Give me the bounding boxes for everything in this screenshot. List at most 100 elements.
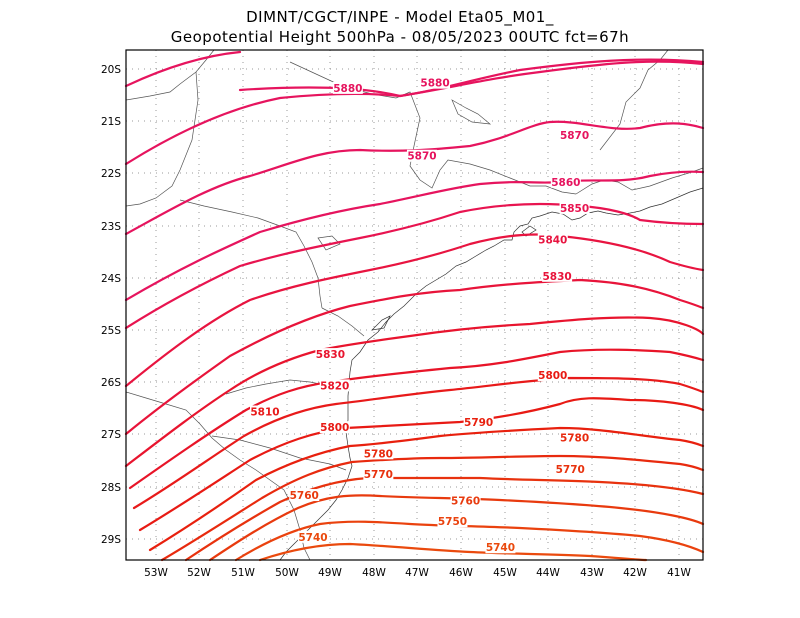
contour-label-bg	[315, 348, 346, 361]
lat-tick-label: 24S	[101, 273, 121, 285]
lon-tick-label: 48W	[362, 567, 386, 579]
contour-5790	[138, 397, 705, 532]
border-mg-rj	[575, 167, 704, 195]
contour-label-bg	[463, 415, 494, 428]
contour-label-bg	[555, 462, 586, 475]
lat-tick-label: 20S	[101, 64, 121, 76]
contour-label-bg	[289, 489, 320, 502]
lon-tick-label: 45W	[493, 567, 517, 579]
contour-label-bg	[319, 421, 350, 434]
lat-tick-label: 29S	[101, 534, 121, 546]
title-line-1: DIMNT/CGCT/INPE - Model Eta05_M01_	[246, 8, 554, 27]
contour-labels: 5880 5880 5870 5870 5860 5850 5840 5830 5830 5820…	[250, 76, 590, 554]
border-argentina	[125, 391, 311, 561]
lon-tick-label: 42W	[623, 567, 647, 579]
lon-tick-label: 51W	[231, 567, 255, 579]
contour-5740-b	[258, 542, 648, 562]
lon-tick-label: 44W	[536, 567, 560, 579]
lat-tick-label: 28S	[101, 482, 121, 494]
lon-tick-label: 50W	[275, 567, 299, 579]
contour-5820	[124, 316, 705, 468]
lat-tick-label: 22S	[101, 168, 121, 180]
contour-label: 5810	[250, 407, 279, 419]
lon-tick-label: 47W	[405, 567, 429, 579]
contour-5870	[124, 60, 705, 166]
contour-label-bg	[450, 494, 481, 507]
lat-tick-label: 23S	[101, 221, 121, 233]
contour-label-bg	[485, 541, 516, 554]
contour-label: 5750	[438, 516, 467, 528]
contour-label: 5880	[420, 78, 449, 90]
contour-label: 5830	[316, 349, 345, 361]
contour-label-bg	[406, 149, 437, 162]
contour-label: 5760	[290, 490, 319, 502]
lat-tick-label: 27S	[101, 429, 121, 441]
contour-label: 5850	[560, 203, 589, 215]
contour-5810	[128, 348, 705, 490]
contour-label: 5820	[320, 380, 349, 392]
contour-5830-a	[124, 233, 705, 388]
map-border	[125, 49, 704, 561]
lon-tick-label: 41W	[667, 567, 691, 579]
contour-label-bg	[363, 468, 394, 481]
lat-tick-label: 25S	[101, 325, 121, 337]
contour-label: 5780	[364, 448, 393, 460]
contour-label-bg	[550, 175, 581, 188]
contour-label-bg	[559, 201, 590, 214]
lon-tick-label: 53W	[144, 567, 168, 579]
contour-label: 5790	[464, 417, 493, 429]
contour-label: 5800	[538, 370, 567, 382]
lat-axis: 20S 21S 22S 23S 24S 25S 26S 27S 28S 29S	[101, 64, 121, 546]
contour-label-bg	[537, 233, 568, 246]
paranagua-bay	[370, 315, 391, 331]
lake-mg	[451, 99, 492, 125]
contour-label-bg	[250, 405, 280, 418]
contour-label: 5870	[407, 151, 436, 163]
contour-label-bg	[363, 447, 394, 460]
contour-label-bg	[559, 128, 590, 141]
contour-label: 5800	[320, 422, 349, 434]
lon-tick-label: 43W	[580, 567, 604, 579]
border-ms-sp	[179, 199, 323, 309]
contour-5770	[160, 454, 705, 562]
contour-5750	[208, 494, 705, 562]
contour-label: 5740	[298, 532, 327, 544]
contour-label: 5770	[364, 469, 393, 481]
contour-label-bg	[297, 530, 328, 543]
border-upper-left	[125, 49, 215, 101]
contour-label: 5870	[560, 130, 589, 142]
contour-label: 5770	[556, 464, 585, 476]
contours	[124, 50, 705, 562]
contour-5780	[148, 426, 705, 552]
contour-label-bg	[420, 76, 451, 89]
contour-label-bg	[542, 269, 573, 282]
contour-label: 5830	[543, 271, 572, 283]
contour-5860	[124, 120, 705, 236]
basemap-lines	[125, 49, 704, 561]
title-line-2: Geopotential Height 500hPa - 08/05/2023 …	[171, 28, 629, 46]
map-frame	[126, 50, 703, 560]
contour-5830-b	[124, 278, 705, 436]
contour-5800	[132, 376, 705, 510]
contour-label-bg	[319, 379, 350, 392]
map-area: 5880 5880 5870 5870 5860 5850 5840 5830 5830 5820…	[124, 49, 705, 562]
lon-tick-label: 52W	[187, 567, 211, 579]
border-parana-sp	[125, 71, 199, 207]
contour-label: 5840	[538, 234, 567, 246]
contour-label: 5780	[560, 433, 589, 445]
contour-5840	[124, 202, 705, 330]
contour-label: 5760	[451, 495, 480, 507]
contour-label-bg	[332, 81, 363, 94]
contour-label: 5880	[333, 83, 362, 95]
lat-tick-label: 21S	[101, 116, 121, 128]
coastline	[279, 187, 704, 561]
contour-label-bg	[559, 431, 590, 444]
lon-axis: 53W 52W 51W 50W 49W 48W 47W 46W 45W 44W …	[144, 567, 691, 579]
contour-5880-a	[124, 50, 242, 88]
contour-5760	[184, 476, 705, 562]
lon-tick-label: 49W	[318, 567, 342, 579]
contour-label-bg	[437, 515, 468, 528]
graticule	[126, 50, 703, 560]
contour-label: 5740	[486, 542, 515, 554]
